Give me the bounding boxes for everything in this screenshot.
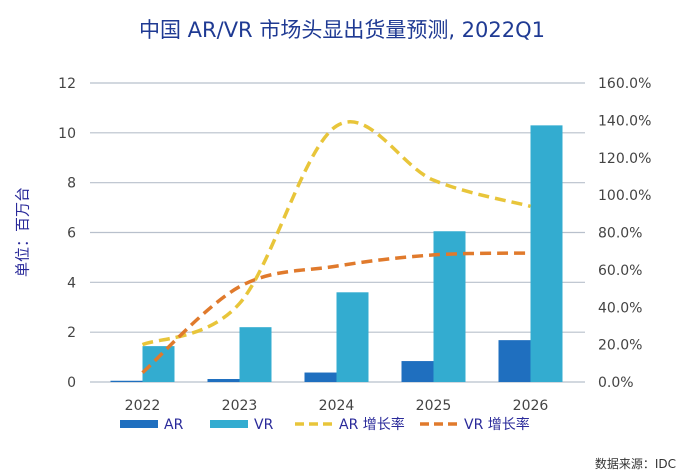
bar-vr-2025 [433,231,466,382]
chart-title: 中国 AR/VR 市场头显出货量预测, 2022Q1 [138,18,546,42]
legend-label: AR [164,417,184,433]
y-tick-label: 12 [58,76,76,92]
x-tick-label: 2023 [222,398,258,414]
y-tick-label: 4 [67,275,76,291]
y2-tick-label: 40.0% [598,300,642,316]
bar-vr-2023 [239,327,272,382]
y2-tick-label: 80.0% [598,226,642,242]
bar-vr-2026 [530,125,563,382]
y-tick-label: 10 [58,126,76,142]
x-tick-label: 2022 [125,398,161,414]
x-tick-label: 2024 [319,398,355,414]
bar-ar-2022 [110,380,143,382]
bar-ar-2024 [304,372,337,382]
bar-ar-2025 [401,361,434,382]
y2-tick-label: 140.0% [598,113,651,129]
line-series-ar-growth [141,120,531,347]
y2-tick-label: 160.0% [598,76,651,92]
legend-label: VR 增长率 [464,416,530,433]
legend-label: AR 增长率 [339,416,405,433]
bar-vr-2022 [142,346,175,382]
y2-tick-label: 0.0% [598,375,634,391]
y-tick-label: 0 [67,375,76,391]
y2-tick-label: 120.0% [598,151,651,167]
bar-ar-2023 [207,379,240,382]
legend-swatch [210,420,248,428]
source-note: 数据来源：IDC [594,457,676,471]
x-tick-label: 2026 [513,398,549,414]
y-tick-label: 2 [67,325,76,341]
y2-tick-label: 100.0% [598,188,651,204]
y2-tick-label: 60.0% [598,263,642,279]
line-series-vr-growth [141,251,531,374]
legend-label: VR [254,417,274,433]
y-tick-label: 8 [67,176,76,192]
y-tick-label: 6 [67,226,76,242]
bar-ar-2026 [498,340,531,382]
y2-tick-label: 20.0% [598,338,642,354]
x-tick-label: 2025 [416,398,452,414]
bar-vr-2024 [336,292,369,382]
legend-swatch [120,420,158,428]
